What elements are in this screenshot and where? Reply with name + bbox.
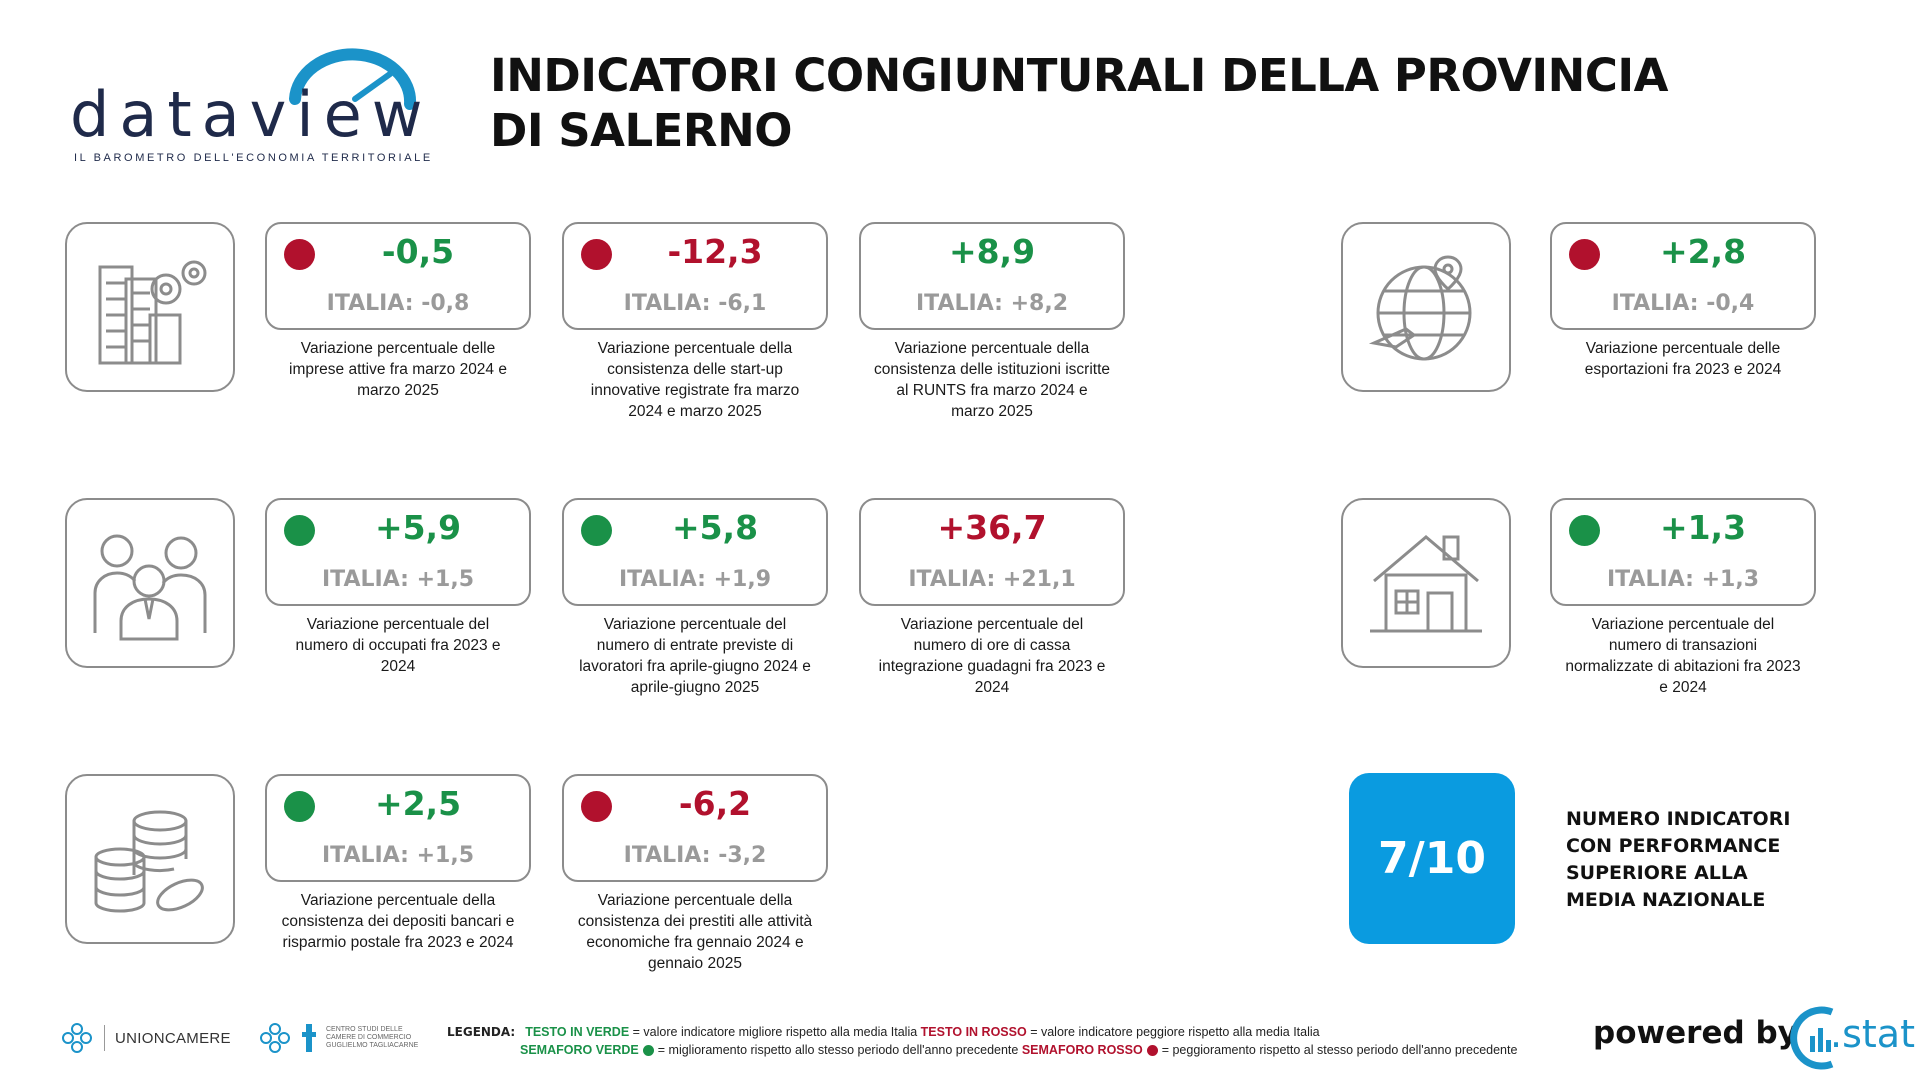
indicator-description: Variazione percentuale della consistenza… — [577, 892, 813, 972]
cstat-label: .stat — [1830, 1012, 1915, 1056]
page-title: INDICATORI CONGIUNTURALI DELLA PROVINCIA… — [490, 49, 1668, 157]
italia-value: ITALIA: +1,9 — [618, 567, 771, 592]
indicator-value: -12,3 — [667, 232, 763, 271]
indicator-description: Variazione percentuale delle imprese att… — [289, 340, 507, 399]
indicator-description: Variazione percentuale del numero di occ… — [295, 616, 501, 675]
score-box: 7/10 — [1349, 773, 1515, 944]
status-dot-green — [1569, 515, 1600, 546]
house-icon-box — [1341, 498, 1511, 668]
brand-name: dataview — [70, 78, 433, 151]
indicator-value: +5,8 — [671, 508, 759, 547]
powered-by-label: powered by — [1593, 1015, 1798, 1051]
indicator-value: +36,7 — [937, 508, 1047, 547]
house-icon — [1370, 535, 1482, 633]
legend-red-text: TESTO IN ROSSO — [920, 1025, 1027, 1039]
legend-red-dot-desc: = peggioramento rispetto al stesso perio… — [1161, 1043, 1518, 1057]
indicator-value: -0,5 — [381, 232, 455, 271]
indicator-value: +2,8 — [1659, 232, 1747, 271]
status-dot-green — [284, 515, 315, 546]
export-icon-box — [1341, 222, 1511, 392]
legend-green-dot-desc: = miglioramento rispetto allo stesso per… — [657, 1043, 1019, 1057]
tagliacarne-emblem-icon — [260, 1023, 290, 1053]
coins-stack-icon — [94, 810, 204, 913]
brand-tagline: IL BAROMETRO DELL'ECONOMIA TERRITORIALE — [74, 152, 433, 164]
indicator-card-cig: +36,7 ITALIA: +21,1 Variazione percentua… — [859, 498, 1125, 698]
buildings-gears-icon — [98, 260, 207, 365]
legend-title: LEGENDA: — [447, 1025, 516, 1039]
money-icon-box — [65, 774, 235, 944]
dataview-logo: dataview IL BAROMETRO DELL'ECONOMIA TERR… — [70, 40, 450, 170]
indicator-card-runts: +8,9 ITALIA: +8,2 Variazione percentuale… — [859, 222, 1125, 422]
status-dot-red — [284, 239, 315, 270]
indicator-value: +1,3 — [1659, 508, 1747, 547]
legend-red-desc: = valore indicatore peggiore rispetto al… — [1030, 1025, 1320, 1039]
indicator-card-entrate: +5,8 ITALIA: +1,9 Variazione percentuale… — [562, 498, 828, 698]
italia-value: ITALIA: +1,3 — [1606, 567, 1759, 592]
status-dot-red — [581, 239, 612, 270]
indicator-card-prestiti: -6,2 ITALIA: -3,2 Variazione percentuale… — [562, 774, 828, 974]
italia-value: ITALIA: +8,2 — [915, 291, 1068, 316]
score-label: NUMERO INDICATORI CON PERFORMANCE SUPERI… — [1566, 808, 1791, 911]
unioncamere-label: UNIONCAMERE — [115, 1029, 231, 1047]
unioncamere-emblem-icon — [62, 1023, 92, 1053]
cstat-emblem-icon — [1790, 1006, 1834, 1070]
indicator-value: +5,9 — [374, 508, 462, 547]
indicator-card-startup: -12,3 ITALIA: -6,1 Variazione percentual… — [562, 222, 828, 422]
legend-green-desc: = valore indicatore migliore rispetto al… — [632, 1025, 918, 1039]
indicator-description: Variazione percentuale del numero di tra… — [1565, 616, 1801, 696]
globe-plane-icon — [1368, 255, 1472, 361]
status-dot-green — [284, 791, 315, 822]
status-dot-green — [581, 515, 612, 546]
indicator-value: -6,2 — [678, 784, 752, 823]
status-dot-red — [1569, 239, 1600, 270]
indicator-description: Variazione percentuale del numero di ent… — [579, 616, 811, 696]
indicator-card-imprese: -0,5 ITALIA: -0,8 Variazione percentuale… — [265, 222, 531, 401]
legend: LEGENDA: TESTO IN VERDE = valore indicat… — [447, 1023, 1517, 1059]
indicator-description: Variazione percentuale delle esportazion… — [1584, 340, 1782, 378]
legend-green-dot-text: SEMAFORO VERDE — [520, 1043, 639, 1057]
score-value: 7/10 — [1378, 833, 1486, 884]
legend-red-dot-text: SEMAFORO ROSSO — [1021, 1043, 1143, 1057]
gauge-arc-icon — [289, 48, 417, 110]
indicator-description: Variazione percentuale della consistenza… — [873, 340, 1111, 420]
italia-value: ITALIA: +1,5 — [321, 843, 474, 868]
people-group-icon — [93, 534, 207, 641]
italia-value: ITALIA: +21,1 — [908, 567, 1076, 592]
legend-green-text: TESTO IN VERDE — [525, 1025, 630, 1039]
indicator-description: Variazione percentuale della consistenza… — [281, 892, 515, 951]
indicator-card-abitazioni: +1,3 ITALIA: +1,3 Variazione percentuale… — [1550, 498, 1816, 698]
indicator-value: +8,9 — [948, 232, 1036, 271]
people-icon-box — [65, 498, 235, 668]
indicator-description: Variazione percentuale della consistenza… — [590, 340, 800, 420]
tagliacarne-mark-icon — [302, 1024, 316, 1052]
indicator-card-export: +2,8 ITALIA: -0,4 Variazione percentuale… — [1550, 222, 1816, 380]
legend-green-dot — [642, 1044, 654, 1056]
status-dot-red — [581, 791, 612, 822]
business-icon-box — [65, 222, 235, 392]
indicator-description: Variazione percentuale del numero di ore… — [878, 616, 1106, 696]
indicator-value: +2,5 — [374, 784, 462, 823]
tagliacarne-logo: CENTRO STUDI DELLE CAMERE DI COMMERCIO G… — [258, 1020, 426, 1056]
italia-value: ITALIA: -6,1 — [623, 291, 767, 316]
italia-value: ITALIA: -0,4 — [1611, 291, 1755, 316]
legend-red-dot — [1146, 1044, 1158, 1056]
italia-value: ITALIA: -0,8 — [326, 291, 470, 316]
indicator-card-depositi: +2,5 ITALIA: +1,5 Variazione percentuale… — [265, 774, 531, 953]
unioncamere-logo: UNIONCAMERE — [60, 1020, 231, 1056]
italia-value: ITALIA: -3,2 — [623, 843, 767, 868]
tagliacarne-label: CENTRO STUDI DELLE CAMERE DI COMMERCIO G… — [326, 1026, 419, 1049]
indicator-card-occupati: +5,9 ITALIA: +1,5 Variazione percentuale… — [265, 498, 531, 677]
cstat-logo: .stat — [1788, 1002, 1918, 1072]
italia-value: ITALIA: +1,5 — [321, 567, 474, 592]
